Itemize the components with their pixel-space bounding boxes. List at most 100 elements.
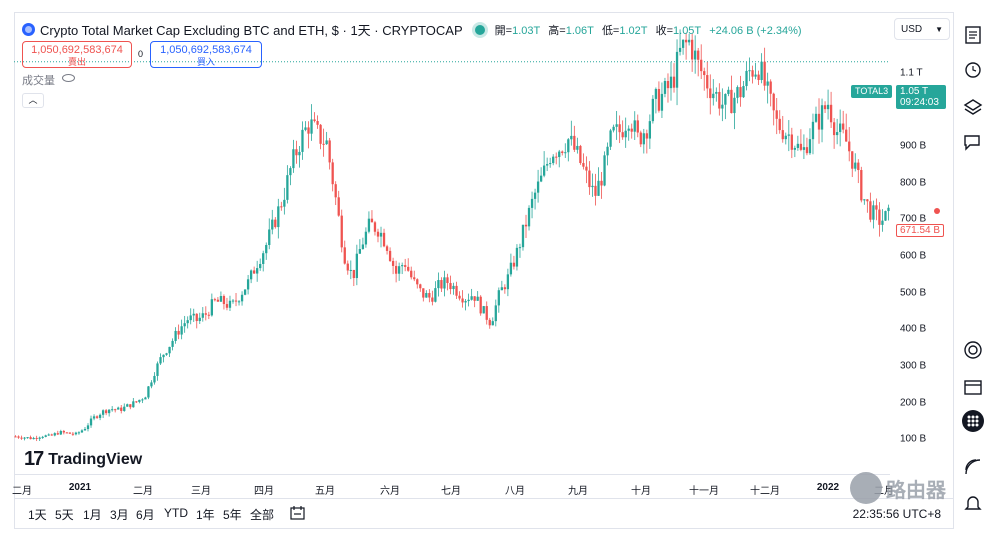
collapse-chevron-icon[interactable]: ︿ [22, 93, 44, 108]
signal-icon[interactable] [962, 456, 984, 478]
candle [536, 169, 540, 203]
layers-icon[interactable] [962, 96, 984, 118]
candle [784, 132, 787, 145]
timeframe-1d[interactable]: 1天 [28, 508, 47, 522]
candle [280, 201, 283, 211]
watchlist-icon[interactable] [962, 24, 984, 46]
timeframe-1m[interactable]: 1月 [83, 508, 102, 522]
candle [271, 209, 274, 235]
price-axis[interactable]: 1.1 T 900 B 800 B 700 B 600 B 500 B 400 … [890, 12, 953, 474]
candle [361, 237, 365, 250]
candle [775, 98, 778, 135]
candle [449, 275, 452, 295]
candle [615, 110, 618, 140]
candle [500, 280, 503, 291]
time-axis[interactable]: 二月 2021 二月 三月 四月 五月 六月 七月 八月 九月 十月 十一月 十… [12, 474, 894, 498]
candle [159, 353, 162, 365]
clock-timezone[interactable]: 22:35:56 UTC+8 [852, 507, 941, 521]
candle [672, 63, 676, 93]
spread-value: 0 [138, 49, 144, 59]
timeframe-ytd[interactable]: YTD [164, 506, 188, 520]
timeframe-all[interactable]: 全部 [250, 508, 275, 522]
candle [144, 396, 147, 400]
timeframe-6m[interactable]: 6月 [136, 508, 155, 522]
currency-select[interactable]: USD ▼ [894, 18, 950, 40]
candle [482, 305, 485, 314]
timeframe-3m[interactable]: 3月 [110, 508, 129, 522]
alarm-clock-icon[interactable] [962, 58, 984, 80]
y-tick-label: 500 B [900, 287, 927, 299]
candle [666, 73, 670, 103]
candle [35, 435, 38, 442]
candle [222, 294, 226, 310]
buy-label: 買入 [196, 57, 215, 67]
timeframe-5y[interactable]: 5年 [223, 508, 242, 522]
candle [20, 435, 23, 440]
candle [875, 198, 878, 221]
candle [787, 120, 790, 152]
chart-plot-area[interactable] [14, 12, 890, 474]
candle [826, 89, 830, 120]
candle [467, 293, 470, 307]
candle [497, 287, 500, 313]
date-range-icon[interactable] [290, 505, 306, 521]
ohlc-change: +24.06 B (+2.34%) [709, 24, 802, 37]
chart-title[interactable]: Crypto Total Market Cap Excluding BTC an… [40, 23, 463, 38]
candle [65, 432, 69, 434]
sell-button[interactable]: 1,050,692,583,674 賣出 [22, 41, 132, 68]
candle [461, 290, 464, 308]
candle [754, 63, 757, 80]
candle [355, 244, 358, 286]
candle [156, 361, 159, 381]
eye-icon[interactable] [62, 74, 75, 82]
chevron-down-icon: ▼ [935, 25, 943, 34]
candle [881, 209, 884, 232]
candle [289, 166, 292, 186]
candle [129, 404, 132, 410]
candle [533, 188, 537, 210]
candle [781, 115, 784, 143]
timeframe-1y[interactable]: 1年 [196, 508, 215, 522]
candle [422, 288, 425, 302]
calendar-icon[interactable] [962, 376, 984, 398]
candle [298, 145, 301, 168]
candle [286, 165, 289, 204]
candle [564, 143, 567, 158]
candle [183, 315, 186, 333]
candle [654, 87, 658, 114]
candle [407, 258, 410, 272]
candle [576, 137, 579, 154]
candle [842, 110, 845, 134]
candle [316, 115, 319, 129]
candle [186, 316, 189, 329]
candle [41, 435, 44, 439]
x-tick-label: 二月 [133, 486, 153, 497]
grid-icon[interactable] [962, 410, 984, 432]
candle [552, 154, 555, 166]
candle [114, 408, 117, 413]
candle [213, 297, 217, 302]
candle [736, 85, 739, 104]
x-tick-label: 七月 [441, 486, 461, 497]
candle [80, 429, 84, 434]
router-logo-icon [850, 472, 882, 504]
candle [884, 210, 887, 221]
timeframe-5d[interactable]: 5天 [55, 508, 74, 522]
candle [135, 401, 138, 404]
chat-icon[interactable] [962, 132, 984, 154]
candle [252, 266, 256, 274]
candle [425, 290, 428, 298]
buy-button[interactable]: 1,050,692,583,674 買入 [150, 41, 262, 68]
target-icon[interactable] [962, 339, 984, 361]
candle [413, 270, 416, 282]
right-sidebar [953, 12, 990, 529]
bell-icon[interactable] [962, 492, 984, 514]
candle [663, 77, 667, 98]
candle [310, 104, 313, 141]
candle [283, 187, 286, 215]
candle [751, 65, 754, 84]
candle [630, 123, 633, 139]
candle [349, 260, 352, 280]
volume-indicator-label[interactable]: 成交量 [22, 75, 55, 87]
candle [476, 291, 479, 301]
